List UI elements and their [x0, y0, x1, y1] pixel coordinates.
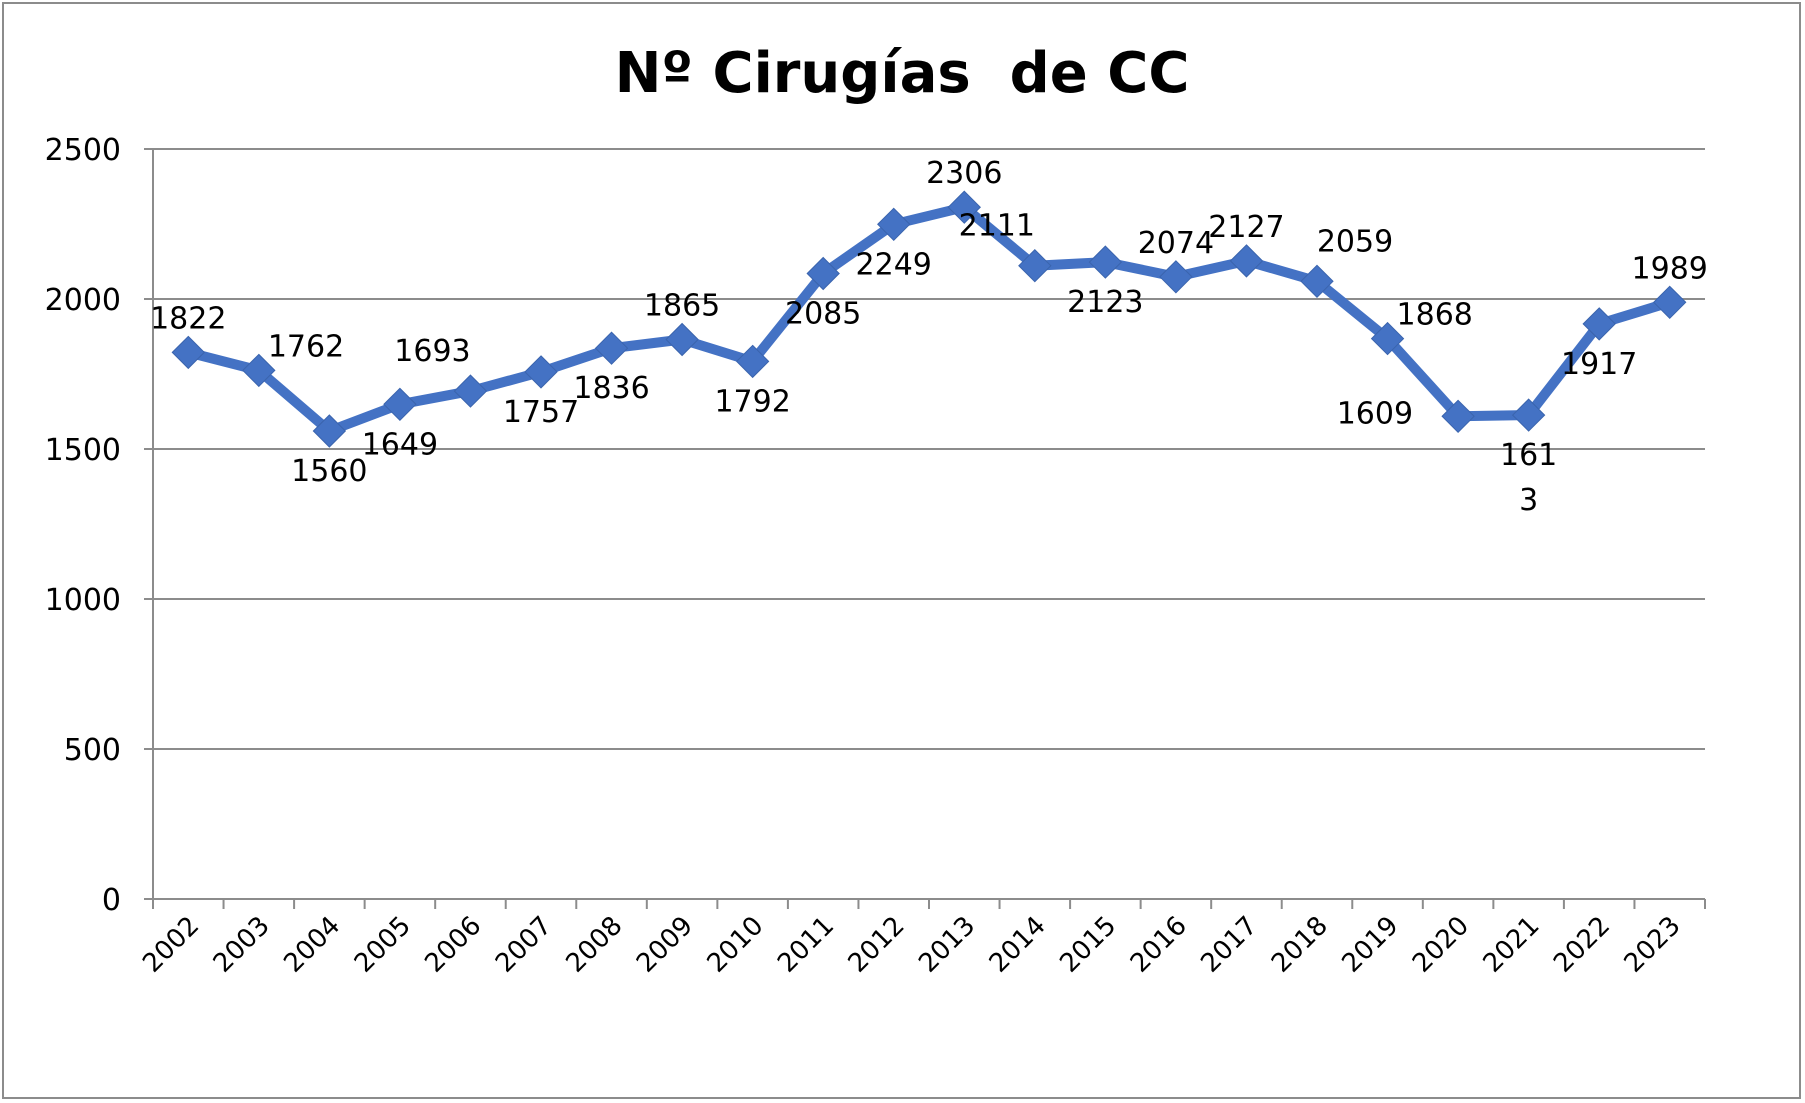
data-point-2011	[806, 256, 840, 291]
data-point-2012	[877, 207, 911, 242]
data-label-2010: 1792	[714, 384, 790, 419]
x-tick-label: 2015	[1054, 911, 1122, 979]
data-label-2016: 2074	[1138, 226, 1214, 261]
y-tick-labels: 0 500 1000 1500 2000 2500	[45, 133, 121, 918]
x-tick-label: 2017	[1195, 911, 1263, 979]
x-tick-label: 2010	[702, 911, 770, 979]
y-tick-label: 0	[102, 883, 121, 918]
x-tick-label: 2012	[843, 911, 911, 979]
data-point-2020	[1441, 399, 1475, 434]
x-tick-label: 2007	[490, 911, 558, 979]
y-tick-label: 1500	[45, 433, 121, 468]
data-point-2019	[1370, 321, 1405, 356]
gridlines	[153, 148, 1705, 750]
data-point-2018	[1300, 264, 1334, 299]
x-tick-label: 2002	[137, 911, 205, 979]
data-point-2002	[171, 335, 205, 370]
data-point-2023	[1653, 285, 1687, 320]
axes	[144, 148, 1706, 909]
data-label-2002: 1822	[150, 301, 226, 336]
series-polyline	[183, 202, 1675, 436]
data-point-2016	[1159, 260, 1193, 294]
data-label-2021: 161	[1500, 438, 1557, 473]
data-label-2003: 1762	[268, 329, 344, 364]
data-point-2013	[947, 190, 981, 224]
data-label-2023: 1989	[1632, 251, 1708, 286]
x-tick-label: 2004	[278, 911, 346, 979]
data-label-2015: 2123	[1067, 285, 1143, 320]
x-tick-label: 2020	[1407, 911, 1475, 979]
x-tick-label: 2008	[560, 911, 628, 979]
data-label-2007: 1757	[503, 395, 579, 430]
data-point-2010	[735, 344, 770, 379]
x-tick-label: 2022	[1548, 911, 1616, 979]
data-point-2017	[1229, 244, 1264, 278]
x-tick-label: 2019	[1336, 911, 1404, 979]
data-label-2014: 2111	[959, 209, 1035, 244]
data-point-2021	[1511, 398, 1546, 432]
data-label-2011: 2085	[785, 297, 861, 332]
data-label-2004: 1560	[291, 454, 367, 489]
data-label-2021: 3	[1519, 483, 1538, 518]
data-point-2014	[1018, 248, 1052, 283]
x-tick-label: 2006	[419, 911, 487, 979]
x-tick-label: 2018	[1266, 911, 1334, 979]
data-label-2009: 1865	[644, 289, 720, 324]
x-tick-label: 2021	[1478, 911, 1546, 979]
data-label-2020: 1609	[1337, 396, 1413, 431]
data-label-2017: 2127	[1208, 210, 1284, 245]
x-tick-label: 2016	[1125, 911, 1193, 979]
data-label-2018: 2059	[1317, 224, 1393, 259]
data-point-2009	[665, 322, 699, 357]
data-point-2022	[1582, 307, 1616, 341]
data-label-2013: 2306	[926, 156, 1002, 191]
data-label-2008: 1836	[573, 371, 649, 406]
data-point-2007	[524, 355, 558, 389]
data-label-2005: 1649	[362, 427, 438, 462]
x-tick-label: 2003	[208, 911, 276, 979]
chart-title: Nº Cirugías de CC	[615, 41, 1190, 106]
x-tick-label: 2013	[913, 911, 981, 979]
y-tick-label: 2000	[45, 283, 121, 318]
x-tick-labels: 2002 2003 2004 2005 2006 2007 2008 2009 2010 2011…	[137, 911, 1686, 979]
x-tick-label: 2014	[984, 911, 1052, 979]
data-label-2006: 1693	[394, 334, 470, 369]
series-line	[183, 202, 1675, 436]
series-markers	[171, 190, 1687, 448]
data-label-2022: 1917	[1561, 347, 1637, 382]
x-tick-label: 2023	[1619, 911, 1687, 979]
x-tick-label: 2005	[349, 911, 417, 979]
data-point-2008	[594, 331, 629, 365]
data-point-2006	[453, 374, 488, 408]
y-tick-label: 500	[64, 733, 121, 768]
y-tick-label: 1000	[45, 583, 121, 618]
data-point-2005	[383, 387, 417, 422]
x-tick-label: 2009	[631, 911, 699, 979]
data-label-2019: 1868	[1397, 298, 1473, 333]
y-tick-label: 2500	[45, 133, 121, 168]
data-point-2003	[242, 353, 276, 388]
data-point-2015	[1088, 245, 1123, 279]
data-point-2004	[312, 414, 347, 448]
data-label-2012: 2249	[856, 247, 932, 282]
x-tick-label: 2011	[772, 911, 840, 979]
